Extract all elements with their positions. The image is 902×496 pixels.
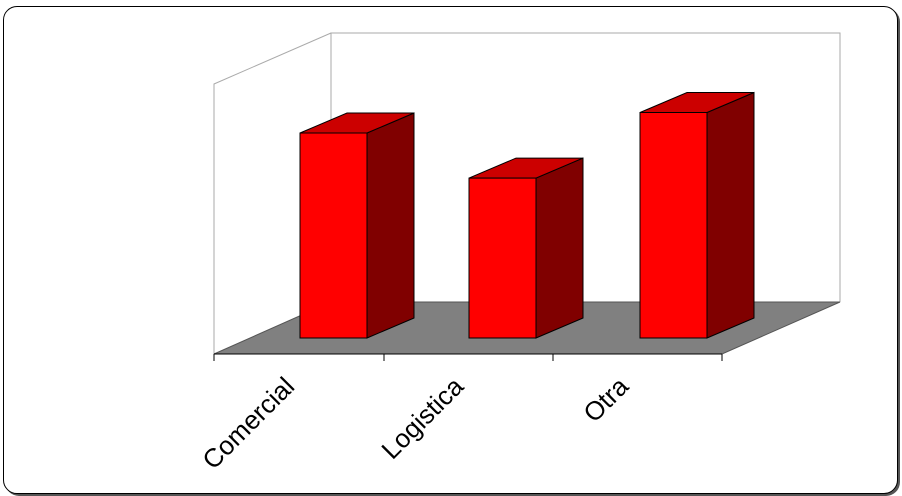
bar-side-face — [706, 91, 755, 339]
x-axis — [213, 353, 723, 361]
x-tick-labels: Comercial Logistica Otra — [196, 371, 634, 475]
bar-side-face — [535, 157, 584, 339]
bar-logistica — [468, 157, 584, 339]
side-wall — [213, 32, 332, 354]
bar-front-face — [639, 112, 708, 339]
x-tick-label: Otra — [577, 371, 634, 428]
chart-bars — [299, 91, 755, 339]
bar-otra — [639, 91, 755, 339]
bar-side-face — [366, 112, 415, 339]
x-tick-label: Comercial — [196, 371, 300, 475]
bar-front-face — [299, 132, 368, 339]
bar-comercial — [299, 112, 415, 339]
bar-front-face — [468, 177, 537, 339]
x-tick-label: Logistica — [375, 371, 469, 465]
